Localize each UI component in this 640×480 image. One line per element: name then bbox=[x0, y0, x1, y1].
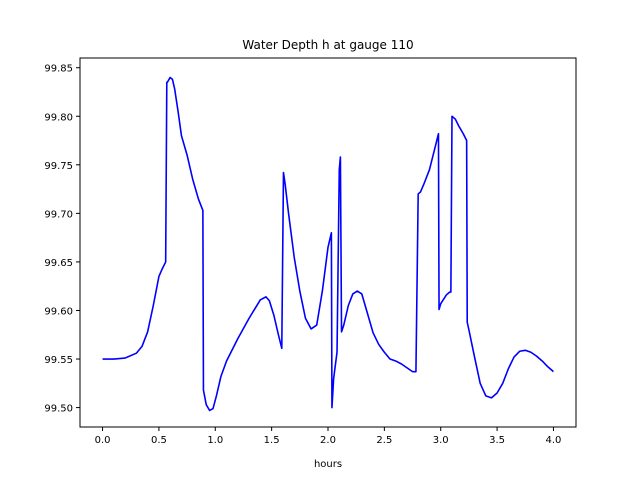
y-tick-label: 99.50 bbox=[44, 404, 73, 415]
y-tick-label: 99.70 bbox=[44, 209, 73, 220]
x-axis: 0.0 0.5 1.0 1.5 2.0 2.5 3.0 3.5 4.0 bbox=[95, 427, 562, 446]
x-tick-label: 2.0 bbox=[320, 435, 336, 446]
x-tick-label: 2.5 bbox=[376, 435, 392, 446]
plot-frame bbox=[79, 57, 577, 428]
y-tick-label: 99.60 bbox=[44, 306, 73, 317]
x-tick-label: 0.5 bbox=[151, 435, 167, 446]
plot-area bbox=[102, 76, 554, 412]
x-tick-label: 1.5 bbox=[264, 435, 280, 446]
y-tick-label: 99.75 bbox=[44, 161, 73, 172]
y-tick-label: 99.65 bbox=[44, 258, 73, 269]
x-tick-label: 1.0 bbox=[207, 435, 223, 446]
y-tick-label: 99.85 bbox=[44, 64, 73, 75]
x-tick-label: 4.0 bbox=[546, 435, 562, 446]
x-tick-label: 3.0 bbox=[433, 435, 449, 446]
y-tick-label: 99.55 bbox=[44, 355, 73, 366]
x-tick-label: 3.5 bbox=[489, 435, 505, 446]
x-tick-label: 0.0 bbox=[95, 435, 111, 446]
y-axis: 99.50 99.55 99.60 99.65 99.70 99.75 99.80 99.85 bbox=[44, 64, 80, 415]
chart-title: Water Depth h at gauge 110 bbox=[242, 38, 413, 52]
series-line-1 bbox=[102, 76, 554, 412]
x-axis-title: hours bbox=[314, 459, 342, 470]
y-tick-label: 99.80 bbox=[44, 112, 73, 123]
